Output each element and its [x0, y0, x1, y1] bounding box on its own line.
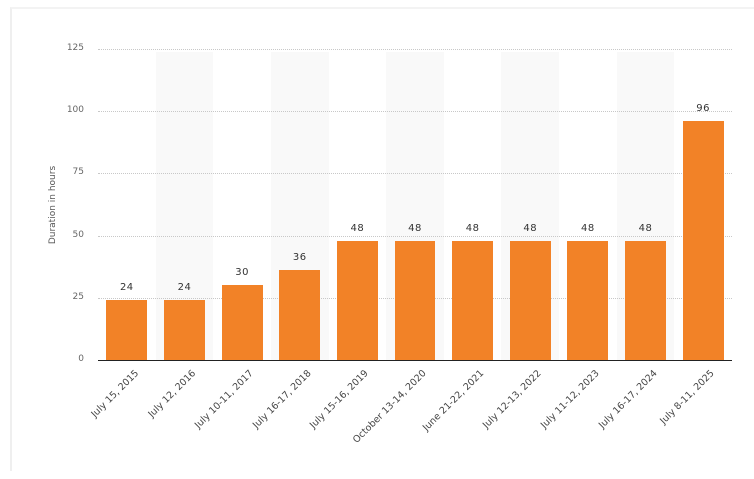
- y-tick-label: 50: [72, 229, 84, 240]
- gridline: [98, 235, 732, 237]
- y-tick-label: 0: [78, 354, 84, 364]
- bar: [625, 240, 666, 360]
- gridline: [98, 49, 732, 50]
- data-label: 48: [523, 222, 538, 234]
- data-label: 48: [465, 222, 480, 234]
- gridline: [98, 111, 732, 113]
- data-label: 24: [177, 282, 192, 294]
- y-axis-title: Duration in hours: [48, 165, 59, 245]
- data-label: 48: [408, 222, 422, 234]
- bar: [163, 300, 205, 360]
- y-tick-label: 75: [72, 167, 84, 178]
- data-label: 36: [292, 252, 307, 264]
- bar: [106, 300, 148, 360]
- bar: [567, 240, 609, 360]
- bar: [394, 240, 436, 360]
- bar: [682, 121, 724, 360]
- bar: [279, 270, 321, 360]
- y-tick-label: 125: [66, 43, 84, 53]
- data-label: 24: [119, 282, 134, 294]
- bar: [509, 240, 551, 360]
- bar: [336, 240, 378, 360]
- bar: [221, 285, 263, 360]
- y-tick-label: 100: [66, 105, 84, 116]
- bar: [452, 240, 494, 360]
- data-label: 48: [581, 222, 595, 234]
- x-axis-line: [98, 360, 732, 361]
- data-label: 48: [350, 222, 365, 234]
- y-tick-label: 25: [72, 291, 84, 302]
- gridline: [98, 173, 732, 175]
- data-label: 48: [638, 222, 653, 234]
- data-label: 30: [235, 267, 249, 279]
- data-label: 96: [696, 103, 711, 115]
